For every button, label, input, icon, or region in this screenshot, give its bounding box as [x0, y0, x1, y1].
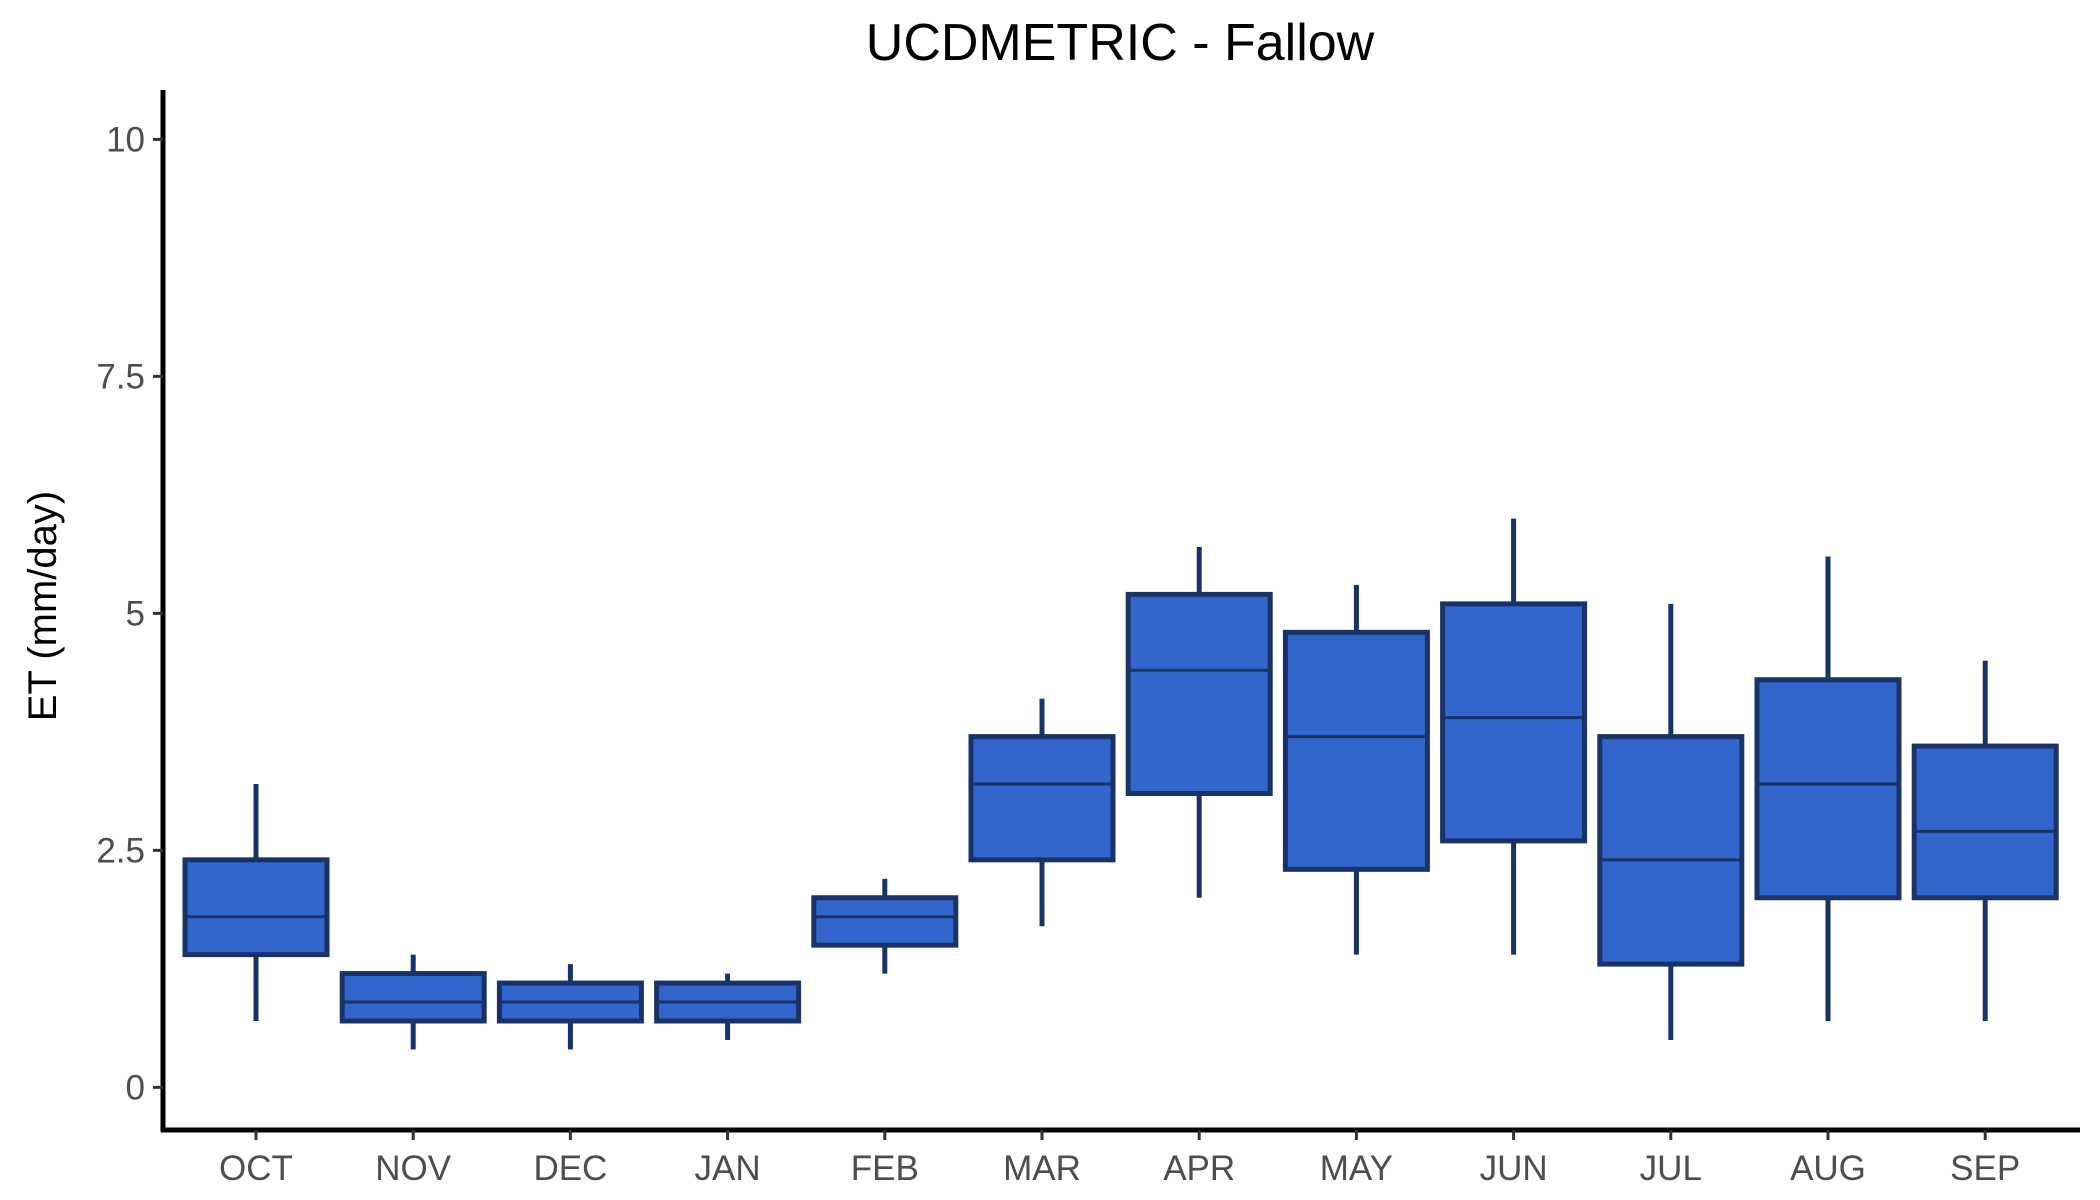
- y-tick-label: 5: [126, 594, 145, 633]
- x-tick-label: MAR: [1003, 1149, 1081, 1188]
- x-tick-label: OCT: [219, 1149, 293, 1188]
- y-tick-label: 2.5: [96, 831, 145, 870]
- y-axis-title: ET (mm/day): [21, 491, 65, 721]
- x-tick-label: JAN: [695, 1149, 761, 1188]
- box-feb: [811, 895, 959, 948]
- y-tick-label: 10: [106, 120, 145, 159]
- x-tick-label: SEP: [1950, 1149, 2020, 1188]
- box-sep: [1911, 743, 2059, 901]
- x-tick-label: DEC: [533, 1149, 607, 1188]
- x-tick-label: FEB: [851, 1149, 919, 1188]
- x-tick-label: NOV: [375, 1149, 452, 1188]
- box-aug: [1754, 677, 1902, 901]
- plot-area: 0 2.5 5 7.5 10 OCT NOV DEC JAN FEB MAR APR MAY JUN JUL…: [96, 90, 2080, 1188]
- x-tick-label: MAY: [1320, 1149, 1393, 1188]
- box-oct: [182, 857, 330, 958]
- box-jun: [1440, 601, 1588, 844]
- x-tick-label: AUG: [1790, 1149, 1866, 1188]
- box-jul: [1597, 734, 1745, 967]
- box-mar: [968, 734, 1116, 863]
- chart-title: UCDMETRIC - Fallow: [866, 14, 1375, 72]
- box-apr: [1125, 591, 1273, 796]
- x-tick-label: JUN: [1480, 1149, 1548, 1188]
- x-tick-label: APR: [1163, 1149, 1235, 1188]
- box-may: [1282, 629, 1430, 872]
- y-tick-label: 0: [126, 1068, 145, 1107]
- x-tick-label: JUL: [1640, 1149, 1702, 1188]
- y-tick-label: 7.5: [96, 357, 145, 396]
- box-nov: [339, 971, 487, 1024]
